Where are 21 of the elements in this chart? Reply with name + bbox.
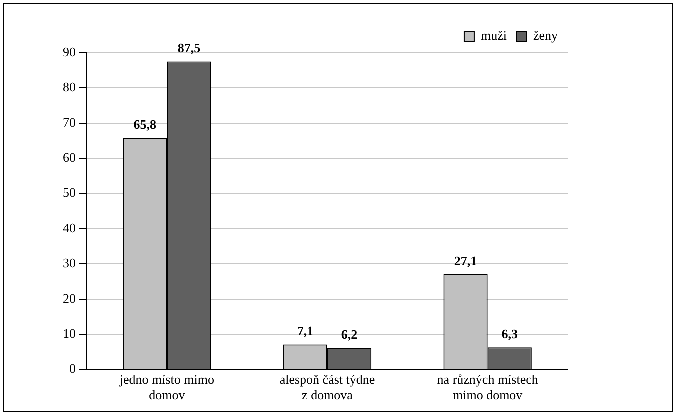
x-tick-label: na různých místech mimo domov: [437, 372, 539, 403]
y-tick-label: 40: [63, 220, 76, 236]
data-label: 6,3: [502, 326, 519, 342]
y-tick-label: 90: [63, 44, 76, 60]
data-label: 27,1: [454, 253, 478, 268]
data-label: 65,8: [134, 117, 157, 132]
y-tick-label: 30: [63, 256, 76, 271]
y-tick-label: 50: [63, 185, 76, 200]
y-tick-label: 80: [63, 80, 76, 95]
data-label: 7,1: [297, 324, 314, 339]
x-tick-label: jedno místo mimo domov: [118, 372, 214, 403]
y-tick-label: 10: [63, 326, 76, 342]
y-tick-label: 60: [63, 150, 76, 166]
y-tick-label: 0: [70, 361, 76, 376]
y-tick-label: 70: [63, 114, 76, 130]
x-tick-label: alespoň část týdne z domova: [280, 372, 376, 403]
legend-label: ženy: [533, 28, 558, 43]
data-label: 6,2: [341, 326, 358, 342]
data-label: 87,5: [178, 40, 202, 56]
legend-label: muži: [480, 28, 508, 43]
y-tick-label: 20: [63, 290, 76, 306]
